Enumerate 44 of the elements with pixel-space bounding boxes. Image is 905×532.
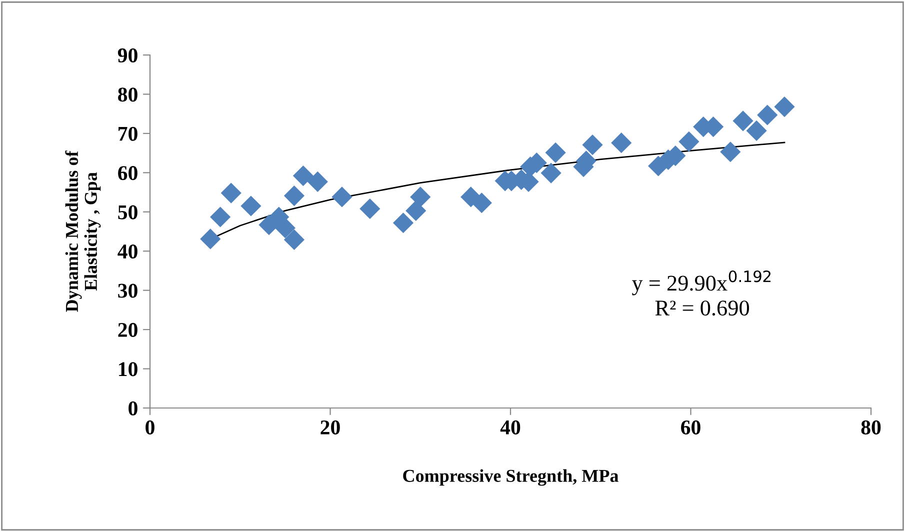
x-tick-label: 20	[320, 420, 340, 434]
x-tick-label: 60	[681, 420, 700, 434]
y-tick-label: 60	[118, 166, 138, 180]
y-tick-label: 0	[128, 401, 138, 416]
x-tick-label: 40	[500, 420, 520, 434]
y-tick-label: 40	[118, 244, 138, 259]
y-tick-label: 20	[118, 322, 138, 337]
point	[200, 228, 221, 250]
annotation: y = 29.90x$^{0.192}$	[632, 270, 771, 296]
point	[307, 171, 328, 192]
x-tick-label: 80	[861, 420, 881, 434]
point	[392, 212, 414, 234]
point	[471, 192, 492, 214]
y-tick-label: 80	[118, 88, 138, 102]
y-tick-label: 70	[118, 126, 138, 141]
y-axis-title: Dynamic Modulus of Elasticity , Gpa	[65, 150, 101, 312]
y-tick-label: 50	[118, 205, 138, 220]
point	[582, 134, 603, 156]
point	[540, 162, 562, 184]
point	[332, 186, 352, 208]
point	[545, 142, 566, 163]
point	[360, 198, 380, 220]
point	[774, 96, 795, 118]
point	[284, 186, 304, 206]
y-tick-label: 90	[118, 48, 138, 62]
x-axis-title: Compressive Stregnth, MPa	[403, 469, 618, 486]
point	[292, 166, 314, 186]
point	[274, 218, 296, 238]
y-tick-label: 10	[119, 362, 138, 376]
point	[732, 110, 754, 132]
point	[210, 206, 231, 228]
point	[220, 182, 242, 204]
point	[284, 229, 304, 250]
annotation: R² = 0.690	[655, 300, 749, 316]
point	[757, 104, 778, 126]
point	[720, 142, 741, 162]
x-tick-label: 0	[146, 420, 154, 434]
point	[611, 132, 632, 154]
point	[678, 131, 700, 152]
point	[240, 196, 262, 216]
point	[410, 186, 431, 208]
point	[406, 200, 426, 222]
point	[746, 120, 767, 141]
y-tick-label: 30	[118, 284, 138, 298]
